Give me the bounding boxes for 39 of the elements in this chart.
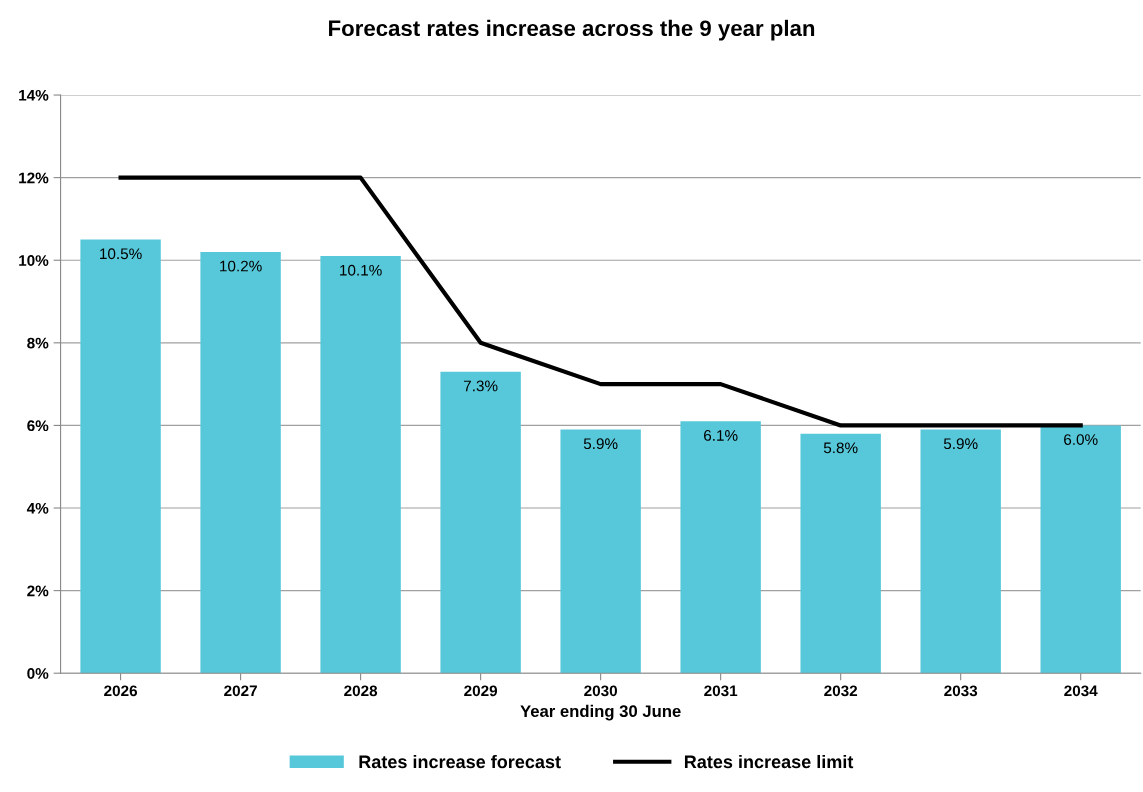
data-label: 5.9% [583,438,618,450]
bar [920,429,1001,674]
chart-title: Forecast rates increase across the 9 year plan [329,19,815,41]
y-tick-label: 0% [27,668,49,679]
y-tick-label: 12% [19,172,49,184]
bar [1040,425,1121,674]
bar [320,256,401,674]
bar [560,429,641,674]
legend-label: Rates increase forecast [359,754,561,769]
y-tick-label: 8% [27,337,49,349]
x-axis-title: Year ending 30 June [520,704,681,721]
y-tick-label: 14% [19,89,49,101]
x-tick-label: 2031 [704,685,738,697]
bar [800,433,881,674]
x-tick-label: 2026 [104,685,138,697]
y-tick-label: 6% [27,420,49,432]
data-label: 10.1% [340,264,382,276]
x-tick-label: 2033 [944,685,978,697]
data-label: 10.2% [220,260,262,272]
bar [80,239,161,674]
data-label: 10.5% [100,248,142,260]
y-tick-label: 4% [26,502,49,514]
data-label: 6.0% [1064,434,1098,445]
data-label: 5.8% [823,442,858,454]
data-label: 5.9% [943,438,978,450]
x-tick-label: 2028 [344,685,378,697]
x-tick-label: 2034 [1064,685,1098,697]
y-tick-label: 10% [19,255,49,266]
x-tick-label: 2030 [584,685,618,697]
x-tick-label: 2032 [824,685,858,697]
bar [680,421,761,674]
bar [440,371,521,674]
x-tick-label: 2029 [464,685,498,697]
data-label: 6.1% [704,430,738,441]
x-tick-label: 2027 [224,685,257,697]
data-label: 7.3% [464,380,498,392]
legend-label: Rates increase limit [684,754,854,769]
bar [200,251,281,674]
y-tick-label: 2% [27,585,49,597]
